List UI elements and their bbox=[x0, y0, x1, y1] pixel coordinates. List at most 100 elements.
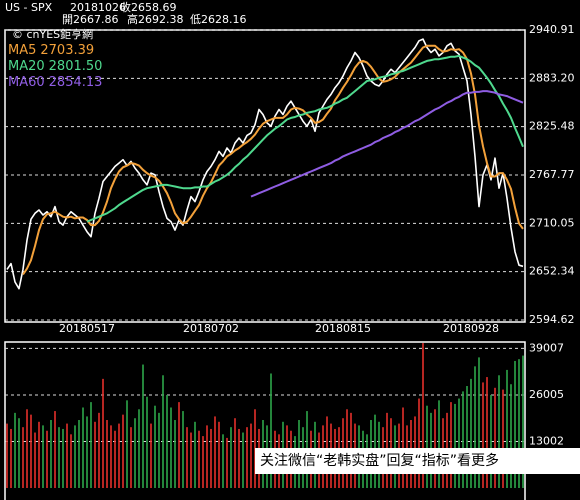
volume-bar bbox=[26, 409, 28, 488]
legend-name: MA20 bbox=[8, 59, 45, 74]
y-tick-label: 2710.05 bbox=[529, 216, 575, 229]
volume-bar bbox=[426, 405, 428, 488]
volume-bar bbox=[218, 421, 220, 488]
volume-bar bbox=[478, 357, 480, 488]
watermark: © cnYES鉅亨網 bbox=[12, 27, 93, 41]
y-tick-label: 26005 bbox=[529, 388, 564, 401]
quote: 低2628.16 bbox=[190, 13, 247, 26]
volume-bar bbox=[458, 398, 460, 488]
y-tick-label: 2767.77 bbox=[529, 168, 575, 181]
volume-bar bbox=[518, 359, 520, 488]
volume-bar bbox=[130, 427, 132, 488]
quote-value: 2628.16 bbox=[201, 13, 247, 26]
legend-name: MA60 bbox=[8, 75, 45, 90]
volume-bar bbox=[422, 343, 424, 488]
ma-line bbox=[250, 90, 524, 198]
volume-bar bbox=[138, 409, 140, 488]
x-tick-label: 20180702 bbox=[183, 322, 239, 335]
ma-line bbox=[22, 44, 524, 276]
volume-bar bbox=[186, 427, 188, 488]
volume-bar bbox=[238, 428, 240, 488]
volume-bar bbox=[122, 414, 124, 488]
volume-bar bbox=[42, 425, 44, 488]
quote-label: 開 bbox=[62, 13, 73, 26]
quote-value: 2658.69 bbox=[131, 1, 177, 14]
volume-bar bbox=[210, 428, 212, 488]
volume-bar bbox=[506, 369, 508, 488]
date: 20181026 bbox=[70, 1, 126, 14]
volume-bar bbox=[10, 428, 12, 488]
y-tick-label: 2652.34 bbox=[529, 265, 575, 278]
volume-bar bbox=[34, 432, 36, 488]
quote: 開2667.86 bbox=[62, 13, 119, 26]
y-tick-label: 2940.91 bbox=[529, 23, 575, 36]
symbol: US - SPX bbox=[5, 1, 53, 14]
volume-bar bbox=[462, 391, 464, 488]
volume-bar bbox=[234, 418, 236, 488]
volume-bar bbox=[214, 416, 216, 488]
quote: 收2658.69 bbox=[120, 0, 177, 14]
volume-bar bbox=[226, 437, 228, 488]
volume-bar bbox=[498, 375, 500, 488]
volume-bar bbox=[194, 421, 196, 488]
volume-bar bbox=[22, 427, 24, 488]
legend-entry: MA5 2703.39 bbox=[8, 43, 94, 58]
volume-bar bbox=[166, 394, 168, 488]
legend-name: MA5 bbox=[8, 43, 36, 58]
volume-bar bbox=[222, 434, 224, 488]
volume-bar bbox=[178, 402, 180, 488]
volume-bar bbox=[158, 412, 160, 488]
volume-bar bbox=[150, 423, 152, 488]
volume-bar bbox=[54, 411, 56, 488]
volume-bar bbox=[154, 405, 156, 488]
x-tick-label: 20180517 bbox=[59, 322, 115, 335]
volume-bar bbox=[134, 418, 136, 488]
y-tick-label: 2883.20 bbox=[529, 71, 575, 84]
volume-bar bbox=[142, 364, 144, 488]
volume-bar bbox=[106, 420, 108, 488]
legend-value: 2854.13 bbox=[49, 75, 103, 90]
volume-bar bbox=[510, 384, 512, 488]
volume-bar bbox=[170, 407, 172, 488]
quote-label: 收 bbox=[120, 0, 131, 14]
volume-bar bbox=[482, 382, 484, 488]
volume-bar bbox=[206, 425, 208, 488]
quote-label: 高 bbox=[127, 12, 138, 26]
volume-bar bbox=[486, 377, 488, 488]
volume-bar bbox=[490, 394, 492, 488]
volume-bar bbox=[522, 355, 524, 488]
legend-entry: MA60 2854.13 bbox=[8, 75, 102, 90]
volume-bar bbox=[198, 430, 200, 488]
quote: 高2692.38 bbox=[127, 12, 184, 26]
volume-bar bbox=[438, 400, 440, 488]
volume-bar bbox=[514, 360, 516, 488]
volume-bar bbox=[82, 407, 84, 488]
y-tick-label: 2594.62 bbox=[529, 313, 575, 326]
volume-bar bbox=[74, 425, 76, 488]
volume-bar bbox=[250, 423, 252, 488]
quote-label: 低 bbox=[190, 13, 201, 26]
volume-bar bbox=[14, 412, 16, 488]
legend-entry: MA20 2801.50 bbox=[8, 59, 102, 74]
footer-text: 关注微信“老韩实盘”回复“指标”看更多 bbox=[260, 452, 499, 469]
x-tick-label: 20180815 bbox=[315, 322, 371, 335]
volume-bar bbox=[126, 400, 128, 488]
volume-bar bbox=[46, 430, 48, 488]
volume-bar bbox=[66, 423, 68, 488]
volume-bar bbox=[146, 396, 148, 488]
volume-bar bbox=[230, 427, 232, 488]
volume-bar bbox=[86, 416, 88, 488]
volume-frame bbox=[4, 341, 526, 500]
y-tick-label: 2825.48 bbox=[529, 120, 575, 133]
volume-bar bbox=[50, 420, 52, 488]
volume-bar bbox=[202, 436, 204, 488]
quote-value: 2667.86 bbox=[73, 13, 119, 26]
volume-bar bbox=[246, 427, 248, 488]
volume-bar bbox=[466, 386, 468, 488]
volume-bar bbox=[94, 421, 96, 488]
volume-bar bbox=[470, 378, 472, 488]
volume-bar bbox=[6, 423, 8, 488]
volume-bar bbox=[454, 403, 456, 488]
volume-bar bbox=[174, 420, 176, 488]
